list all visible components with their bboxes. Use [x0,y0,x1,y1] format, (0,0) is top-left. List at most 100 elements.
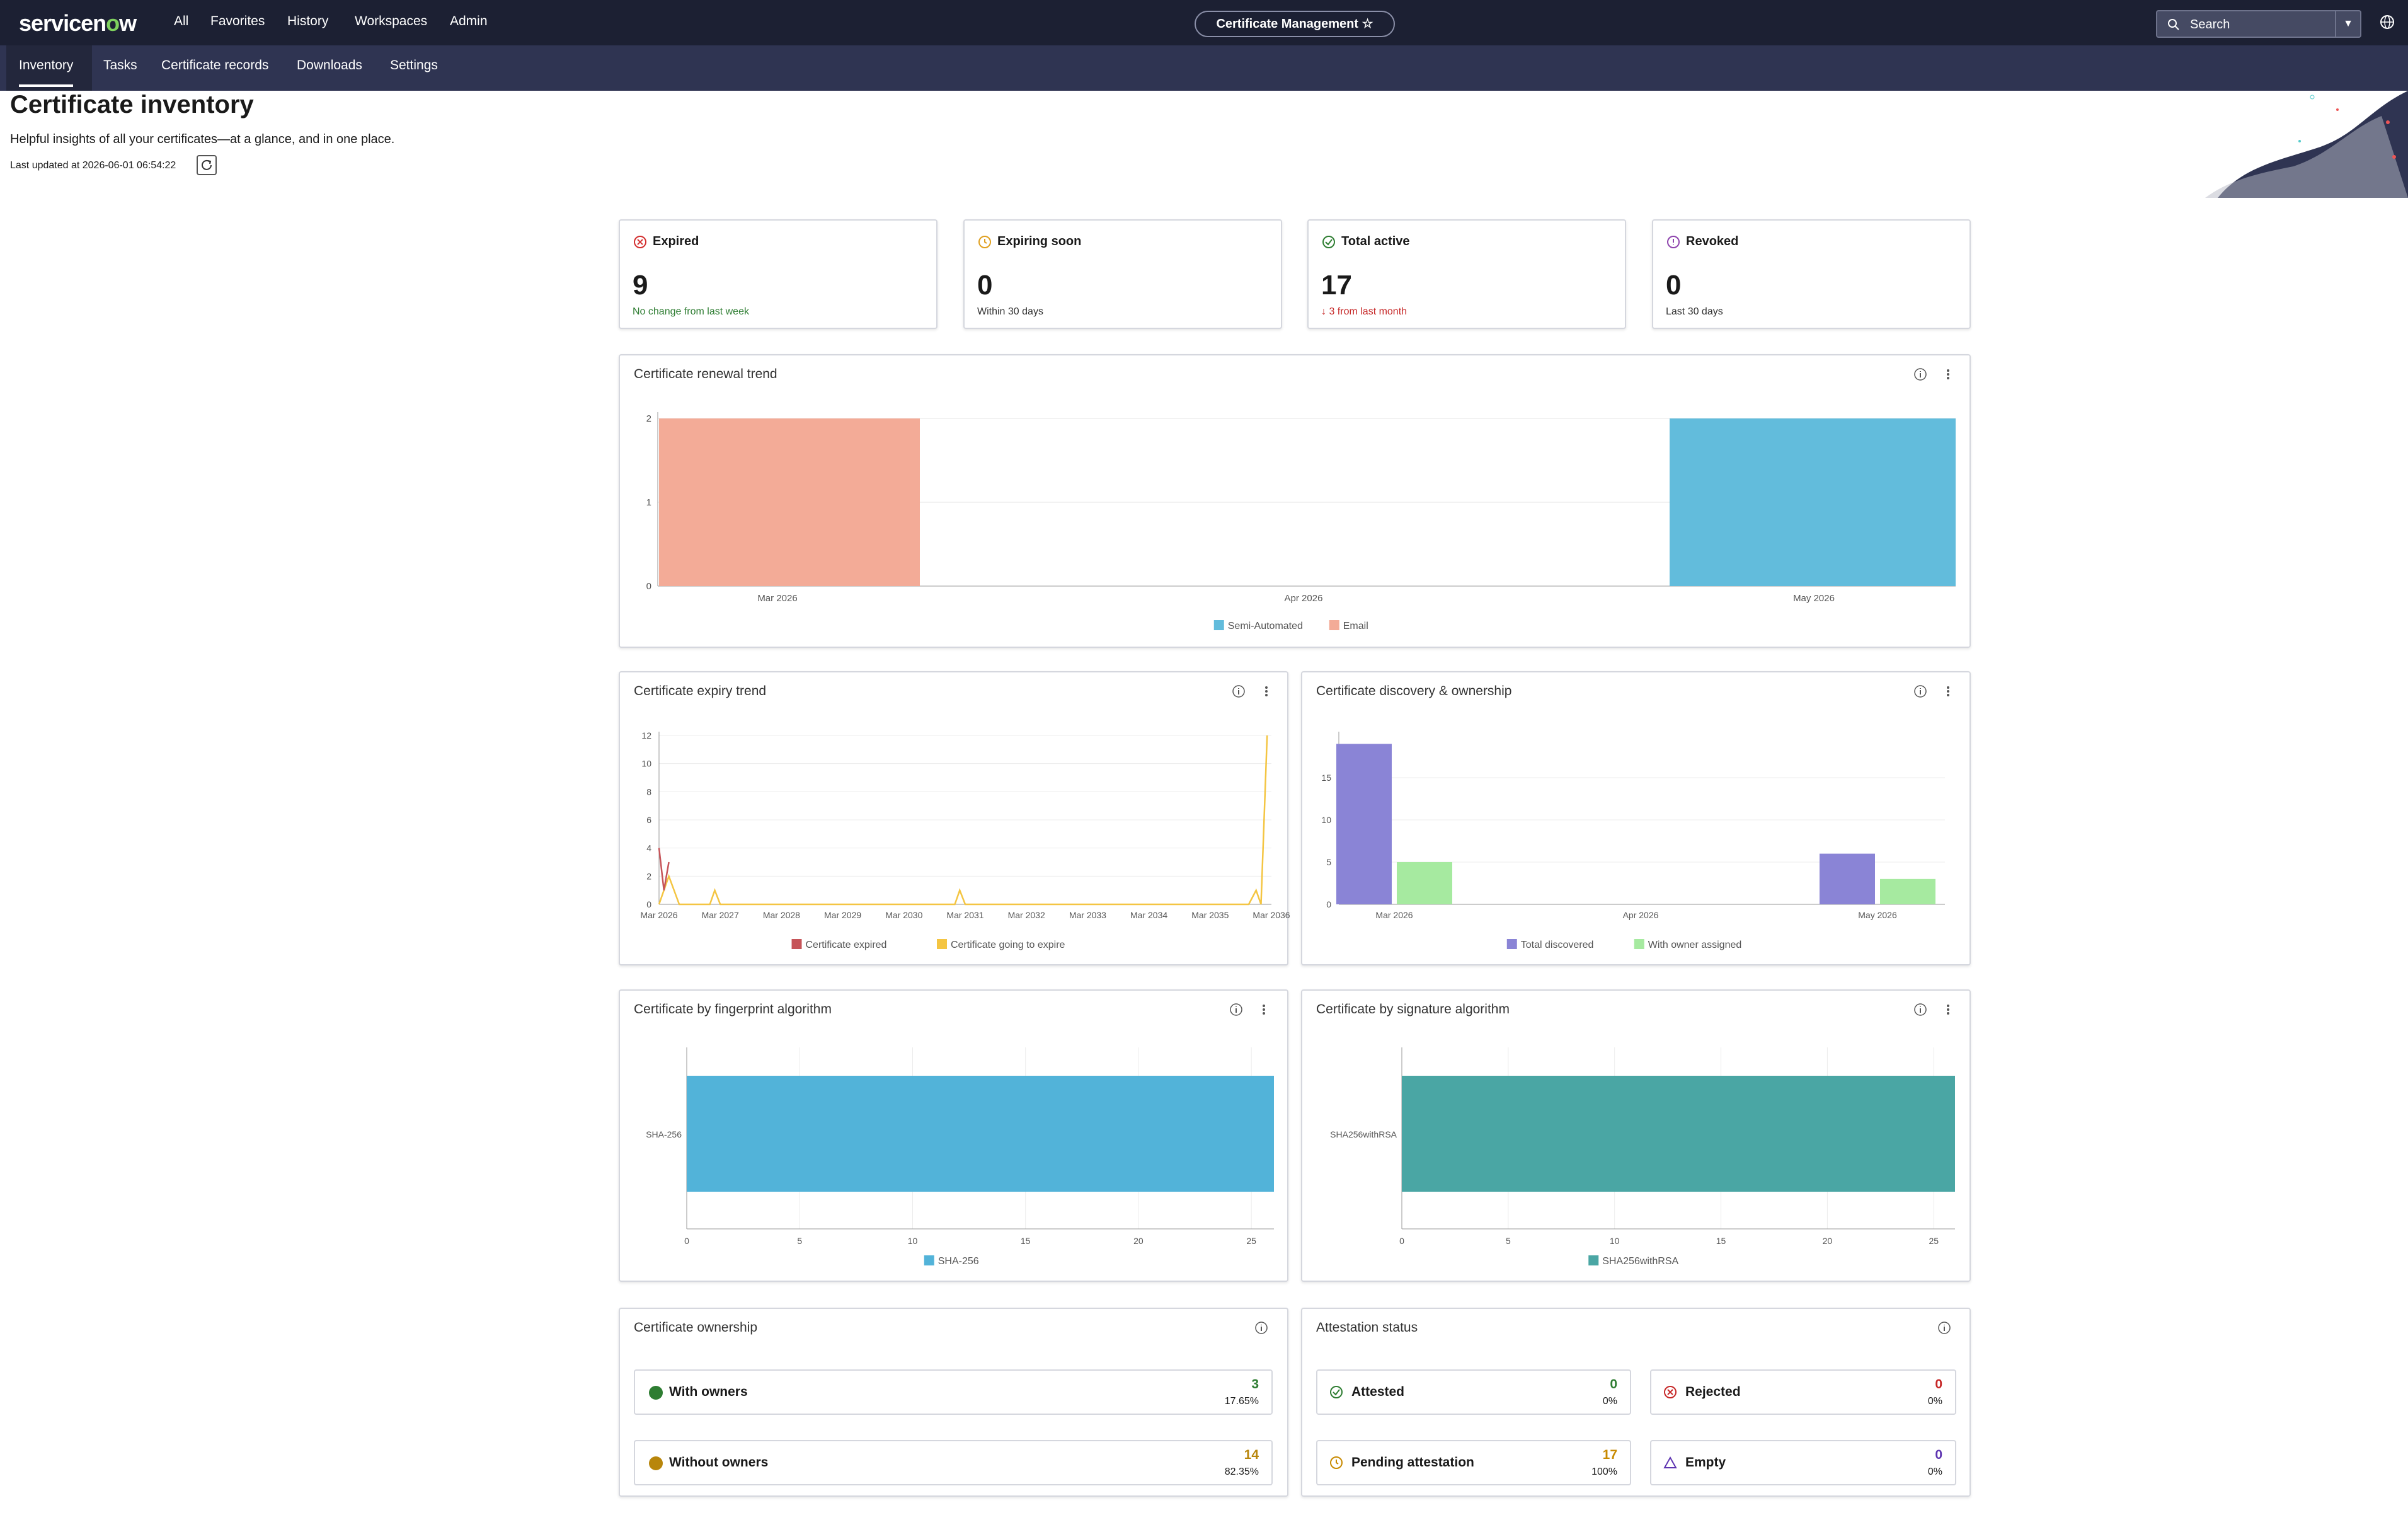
global-search[interactable]: Search ▼ [2156,10,2361,38]
legend-swatch [1213,620,1224,630]
row-count: 0 [1935,1448,1942,1462]
row-count: 14 [1244,1448,1259,1462]
legend-label: Certificate going to expire [951,940,1065,950]
expiry-chart: 0 2 4 6 8 10 12 Mar 2026 Mar 2027 Mar 2028 Mar 202… [640,730,1290,950]
bar-with-owner-assigned [1880,878,1935,904]
info-icon[interactable] [1254,1320,1269,1335]
nav-favorites[interactable]: Favorites [210,14,265,28]
triangle-icon [1663,1456,1677,1468]
bar-total-discovered [1820,853,1875,904]
row-label: With owners [669,1385,748,1399]
more-vertical-icon[interactable] [1941,367,1956,382]
tab-settings[interactable]: Settings [390,58,438,72]
card-title: Certificate expiry trend [634,684,767,698]
x-tick-label: May 2026 [1793,593,1835,604]
kpi-revoked[interactable]: Revoked 0 Last 30 days [1652,219,1971,329]
card-title: Certificate ownership [634,1320,758,1335]
more-vertical-icon[interactable] [1941,1002,1956,1017]
tab-downloads[interactable]: Downloads [297,58,362,72]
info-icon[interactable] [1913,1002,1928,1017]
kpi-title: Expiring soon [997,234,1082,248]
x-tick-label: Mar 2027 [702,910,739,920]
card-renewal-trend: Certificate renewal trend 0 1 2 Mar 2026 Apr… [619,354,1971,648]
legend-swatch [1588,1255,1599,1265]
ownership-row-with-owners[interactable]: With owners 3 17.65% [634,1369,1273,1415]
attestation-row-empty[interactable]: Empty 0 0% [1650,1440,1956,1485]
row-percent: 0% [1602,1396,1617,1407]
clock-icon [978,236,991,248]
page-title: Certificate inventory [10,91,254,118]
servicenow-logo[interactable]: servicenow [19,10,137,36]
legend-label: Semi-Automated [1228,621,1303,631]
kpi-title: Expired [653,234,699,248]
y-tick-label: 6 [646,815,651,825]
more-vertical-icon[interactable] [1259,684,1274,699]
x-tick-label: 5 [797,1236,802,1246]
x-tick-label: Mar 2030 [885,910,922,920]
legend-label: SHA256withRSA [1602,1256,1678,1267]
attestation-row-rejected[interactable]: Rejected 0 0% [1650,1369,1956,1415]
refresh-button[interactable] [197,155,217,175]
info-icon[interactable] [1913,367,1928,382]
card-signature-algorithm: Certificate by signature algorithm 0 5 10 1… [1301,989,1971,1282]
tab-certificate-records[interactable]: Certificate records [161,58,269,72]
info-icon[interactable] [1937,1320,1952,1335]
check-circle-icon [1322,236,1335,248]
kpi-expired[interactable]: Expired 9 No change from last week [619,219,937,329]
signature-chart: 0 5 10 15 20 25 SHA256withRSA SHA256withRSA [1330,1047,1955,1267]
more-vertical-icon[interactable] [1941,684,1956,699]
fingerprint-chart: 0 5 10 15 20 25 SHA-256 SHA-256 [646,1047,1274,1267]
kpi-value: 0 [977,270,993,301]
globe-icon[interactable] [2379,14,2395,30]
row-label: Pending attestation [1351,1455,1474,1470]
row-percent: 0% [1927,1466,1942,1477]
tab-inventory[interactable]: Inventory [19,58,74,87]
top-bar: servicenow All Favorites History Workspa… [0,0,2408,45]
bar-total-discovered [1336,744,1392,904]
nav-history[interactable]: History [287,14,329,28]
status-dot-icon [649,1456,663,1470]
app-title-chip[interactable]: Certificate Management ☆ [1195,11,1395,37]
clock-icon [1330,1456,1343,1469]
star-icon[interactable]: ☆ [1362,17,1373,31]
header-decoration [2205,91,2408,198]
kpi-title: Revoked [1686,234,1739,248]
ownership-row-without-owners[interactable]: Without owners 14 82.35% [634,1440,1273,1485]
y-tick-label: 0 [646,581,651,592]
info-icon[interactable] [1231,684,1246,699]
more-vertical-icon[interactable] [1256,1002,1271,1017]
info-icon[interactable] [1229,1002,1244,1017]
x-tick-label: Mar 2036 [1253,910,1290,920]
nav-all[interactable]: All [174,14,189,28]
app-title: Certificate Management [1216,17,1359,31]
chevron-down-icon[interactable]: ▼ [2335,11,2360,37]
kpi-note: ↓ 3 from last month [1321,306,1408,317]
nav-admin[interactable]: Admin [450,14,488,28]
info-icon[interactable] [1913,684,1928,699]
kpi-expiring-soon[interactable]: Expiring soon 0 Within 30 days [963,219,1282,329]
alert-circle-icon [1667,236,1680,248]
bar-sha256withrsa [1402,1076,1955,1192]
row-label: Attested [1351,1385,1405,1399]
card-fingerprint-algorithm: Certificate by fingerprint algorithm 0 5 1… [619,989,1288,1282]
x-tick-label: 25 [1246,1236,1256,1246]
legend-swatch [1506,939,1517,949]
attestation-row-pending[interactable]: Pending attestation 17 100% [1316,1440,1631,1485]
card-title: Certificate renewal trend [634,367,777,381]
x-tick-label: 0 [1399,1236,1404,1246]
bar-sha-256 [687,1076,1274,1192]
row-label: Rejected [1685,1385,1741,1399]
y-tick-label: 0 [646,899,651,909]
discovery-chart: 0 5 10 15 Mar 2026 Apr 2026 May 2026 Total disc… [1321,732,1945,950]
tab-tasks[interactable]: Tasks [103,58,137,72]
card-discovery-ownership: Certificate discovery & ownership 0 5 10 15… [1301,671,1971,965]
bar-semi-automated [1670,418,1956,586]
series-line-certificate-going-to-expire [658,735,1268,906]
kpi-total-active[interactable]: Total active 17 ↓ 3 from last month [1307,219,1626,329]
nav-workspaces[interactable]: Workspaces [355,14,428,28]
attestation-row-attested[interactable]: Attested 0 0% [1316,1369,1631,1415]
check-circle-icon [1330,1386,1343,1398]
x-tick-label: 20 [1823,1236,1833,1246]
legend-label: Total discovered [1521,940,1594,950]
row-percent: 82.35% [1224,1466,1259,1477]
